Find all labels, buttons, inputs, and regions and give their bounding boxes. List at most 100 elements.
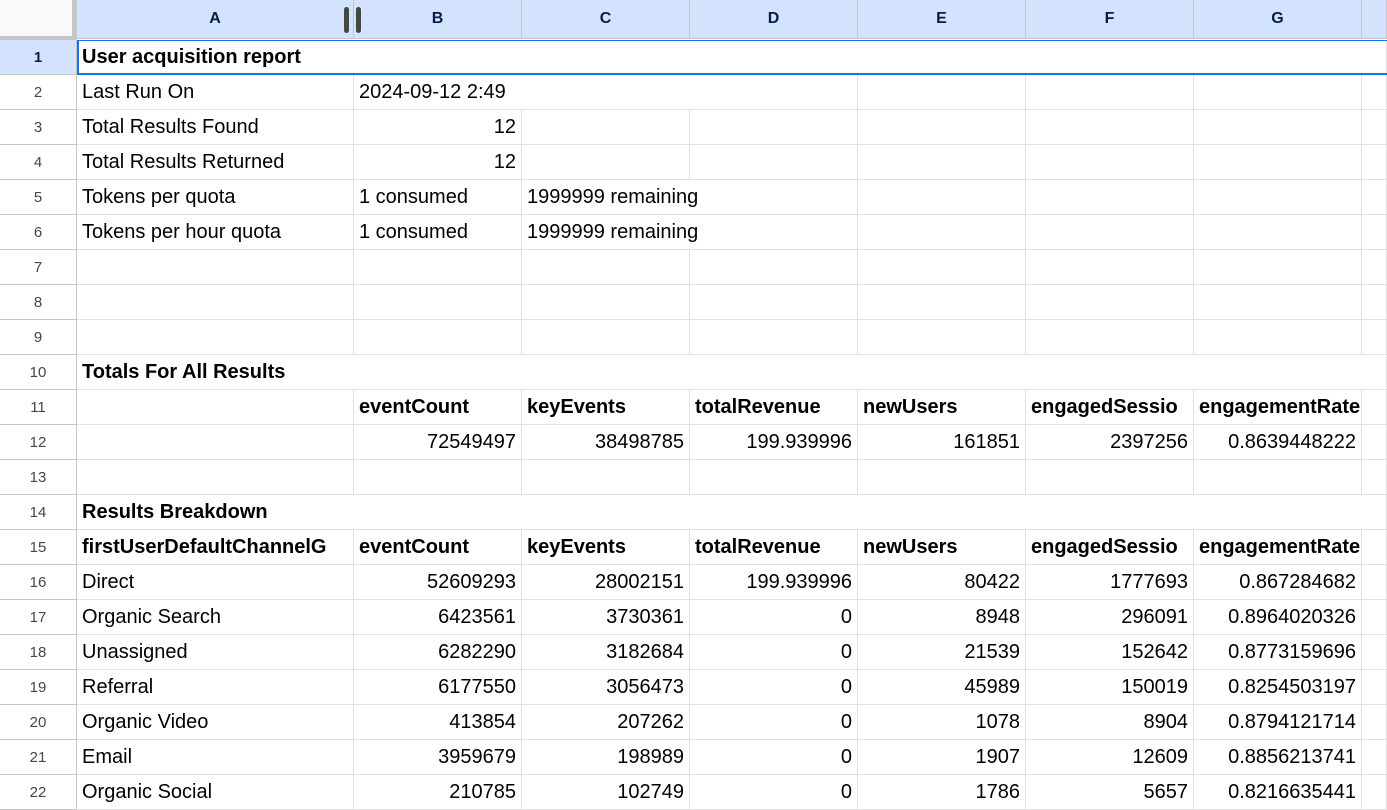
cell-h22[interactable]	[1362, 775, 1387, 810]
cell-a10[interactable]: Totals For All Results	[77, 355, 1387, 390]
cell-e5[interactable]	[858, 180, 1026, 215]
row-header-18[interactable]: 18	[0, 635, 77, 670]
cell-e21[interactable]: 1907	[858, 740, 1026, 775]
cell-e13[interactable]	[858, 460, 1026, 495]
cell-h17[interactable]	[1362, 600, 1387, 635]
row-header-13[interactable]: 13	[0, 460, 77, 495]
cell-h11[interactable]	[1362, 390, 1387, 425]
column-header-d[interactable]: D	[690, 0, 858, 39]
row-header-5[interactable]: 5	[0, 180, 77, 215]
cell-b17[interactable]: 6423561	[354, 600, 522, 635]
cell-g20[interactable]: 0.8794121714	[1194, 705, 1362, 740]
column-header-g[interactable]: G	[1194, 0, 1362, 39]
cell-a12[interactable]	[77, 425, 354, 460]
cell-c15[interactable]: keyEvents	[522, 530, 690, 565]
cell-b7[interactable]	[354, 250, 522, 285]
cell-a11[interactable]	[77, 390, 354, 425]
cell-e15[interactable]: newUsers	[858, 530, 1026, 565]
cell-a19[interactable]: Referral	[77, 670, 354, 705]
cell-b15[interactable]: eventCount	[354, 530, 522, 565]
cell-d11[interactable]: totalRevenue	[690, 390, 858, 425]
column-resize-handle[interactable]	[356, 7, 361, 33]
cell-a13[interactable]	[77, 460, 354, 495]
cell-c17[interactable]: 3730361	[522, 600, 690, 635]
row-header-9[interactable]: 9	[0, 320, 77, 355]
cell-c13[interactable]	[522, 460, 690, 495]
cell-g18[interactable]: 0.8773159696	[1194, 635, 1362, 670]
cell-d3[interactable]	[690, 110, 858, 145]
cell-f13[interactable]	[1026, 460, 1194, 495]
cell-g17[interactable]: 0.8964020326	[1194, 600, 1362, 635]
cell-b18[interactable]: 6282290	[354, 635, 522, 670]
cell-a9[interactable]	[77, 320, 354, 355]
cell-e4[interactable]	[858, 145, 1026, 180]
cell-f19[interactable]: 150019	[1026, 670, 1194, 705]
cell-h15[interactable]	[1362, 530, 1387, 565]
cell-e6[interactable]	[858, 215, 1026, 250]
cell-e17[interactable]: 8948	[858, 600, 1026, 635]
cell-f11[interactable]: engagedSessio	[1026, 390, 1194, 425]
cell-b12[interactable]: 72549497	[354, 425, 522, 460]
cell-b19[interactable]: 6177550	[354, 670, 522, 705]
cell-c4[interactable]	[522, 145, 690, 180]
cell-f7[interactable]	[1026, 250, 1194, 285]
cell-a7[interactable]	[77, 250, 354, 285]
cell-c8[interactable]	[522, 285, 690, 320]
cell-h16[interactable]	[1362, 565, 1387, 600]
cell-a6[interactable]: Tokens per hour quota	[77, 215, 354, 250]
cell-b16[interactable]: 52609293	[354, 565, 522, 600]
cell-b22[interactable]: 210785	[354, 775, 522, 810]
cell-e2[interactable]	[858, 75, 1026, 110]
cell-g22[interactable]: 0.8216635441	[1194, 775, 1362, 810]
cell-e7[interactable]	[858, 250, 1026, 285]
cell-d7[interactable]	[690, 250, 858, 285]
row-header-8[interactable]: 8	[0, 285, 77, 320]
cell-b13[interactable]	[354, 460, 522, 495]
cell-b9[interactable]	[354, 320, 522, 355]
cell-g6[interactable]	[1194, 215, 1362, 250]
row-header-10[interactable]: 10	[0, 355, 77, 390]
cell-f22[interactable]: 5657	[1026, 775, 1194, 810]
row-header-3[interactable]: 3	[0, 110, 77, 145]
row-header-6[interactable]: 6	[0, 215, 77, 250]
cell-d20[interactable]: 0	[690, 705, 858, 740]
column-resize-handle[interactable]	[344, 7, 349, 33]
cell-g3[interactable]	[1194, 110, 1362, 145]
cell-g2[interactable]	[1194, 75, 1362, 110]
cell-g5[interactable]	[1194, 180, 1362, 215]
column-header-c[interactable]: C	[522, 0, 690, 39]
cell-c18[interactable]: 3182684	[522, 635, 690, 670]
cell-g8[interactable]	[1194, 285, 1362, 320]
cell-g12[interactable]: 0.8639448222	[1194, 425, 1362, 460]
cell-a14[interactable]: Results Breakdown	[77, 495, 1387, 530]
cell-f5[interactable]	[1026, 180, 1194, 215]
cell-a15[interactable]: firstUserDefaultChannelG	[77, 530, 354, 565]
cell-c16[interactable]: 28002151	[522, 565, 690, 600]
cell-e3[interactable]	[858, 110, 1026, 145]
column-header-b[interactable]: B	[354, 0, 522, 39]
cell-d22[interactable]: 0	[690, 775, 858, 810]
cell-a18[interactable]: Unassigned	[77, 635, 354, 670]
row-header-4[interactable]: 4	[0, 145, 77, 180]
cell-h19[interactable]	[1362, 670, 1387, 705]
cell-c5[interactable]: 1999999 remaining	[522, 180, 858, 215]
cell-e16[interactable]: 80422	[858, 565, 1026, 600]
cell-e20[interactable]: 1078	[858, 705, 1026, 740]
cell-a22[interactable]: Organic Social	[77, 775, 354, 810]
cell-c6[interactable]: 1999999 remaining	[522, 215, 858, 250]
cell-b3[interactable]: 12	[354, 110, 522, 145]
cell-e12[interactable]: 161851	[858, 425, 1026, 460]
row-header-7[interactable]: 7	[0, 250, 77, 285]
cell-c22[interactable]: 102749	[522, 775, 690, 810]
cell-e22[interactable]: 1786	[858, 775, 1026, 810]
cell-g21[interactable]: 0.8856213741	[1194, 740, 1362, 775]
row-header-1[interactable]: 1	[0, 40, 77, 75]
cell-h4[interactable]	[1362, 145, 1387, 180]
row-header-11[interactable]: 11	[0, 390, 77, 425]
cell-b5[interactable]: 1 consumed	[354, 180, 522, 215]
row-header-16[interactable]: 16	[0, 565, 77, 600]
row-header-2[interactable]: 2	[0, 75, 77, 110]
cell-c19[interactable]: 3056473	[522, 670, 690, 705]
cell-e11[interactable]: newUsers	[858, 390, 1026, 425]
cell-a1[interactable]: User acquisition report	[77, 40, 1387, 75]
